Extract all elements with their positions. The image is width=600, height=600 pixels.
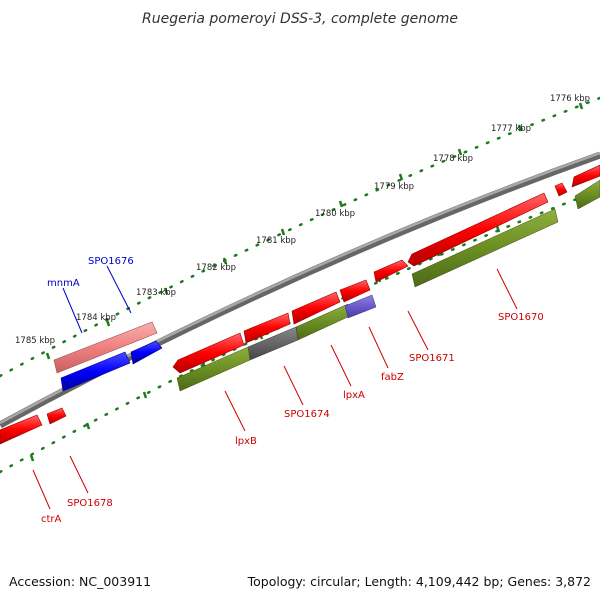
scale-label-1776: 1776 kbp	[550, 94, 590, 104]
gene-label-ctra: ctrA	[41, 514, 62, 525]
gene-arrow-lpxa[interactable]	[291, 291, 341, 325]
gene-arrow[interactable]	[554, 182, 568, 197]
scale-label-1784: 1784 kbp	[76, 313, 116, 323]
accession-text: Accession: NC_003911	[9, 574, 151, 589]
leader-mnma	[62, 287, 83, 334]
outer-scale-dots	[0, 96, 600, 378]
map-title: Ruegeria pomeroyi DSS-3, complete genome	[142, 11, 458, 27]
gene-arrow-spo1670[interactable]	[407, 192, 549, 267]
label-leaders	[32, 265, 518, 510]
leader-lpxb	[224, 390, 246, 432]
leader-spo1674	[283, 365, 304, 406]
gene-label-spo1674: SPO1674	[284, 409, 330, 420]
genome-backbone	[0, 151, 600, 429]
gene-arrow-mnma[interactable]	[60, 351, 131, 392]
gene-label-lpxb: lpxB	[235, 436, 257, 447]
operon-bands	[176, 179, 600, 392]
scale-label-1782: 1782 kbp	[196, 263, 236, 273]
operon-band	[574, 179, 600, 210]
leader-ctra	[32, 469, 51, 510]
operon-band-violet	[344, 294, 377, 319]
gene-arrow-spo1676[interactable]	[130, 340, 163, 365]
gene-arrow-spo1674[interactable]	[243, 312, 291, 344]
leader-spo1671	[407, 310, 429, 351]
leader-spo1678	[69, 455, 89, 494]
gene-arrow-mnma-highlight[interactable]	[53, 321, 158, 374]
scale-label-1783: 1783 kbp	[136, 288, 176, 298]
leader-lpxa	[330, 344, 352, 387]
gene-label-fabz: fabZ	[381, 372, 404, 383]
gene-labels: SPO1676 mnmA SPO1670 SPO1671 fabZ lpxA S…	[41, 256, 544, 525]
outer-scale-major-ticks	[45, 102, 584, 360]
gene-arrow-spo1671[interactable]	[373, 259, 409, 283]
operon-band	[411, 208, 559, 288]
scale-label-1777: 1777 kbp	[491, 124, 531, 134]
scale-label-1781: 1781 kbp	[256, 236, 296, 246]
gene-arrow[interactable]	[571, 164, 600, 188]
gene-arrow-fabz[interactable]	[339, 279, 371, 303]
gene-label-spo1676: SPO1676	[88, 256, 134, 267]
leader-fabz	[368, 326, 389, 369]
gene-label-spo1678: SPO1678	[67, 498, 113, 509]
gene-label-spo1671: SPO1671	[409, 353, 455, 364]
gene-arrow-lpxb[interactable]	[172, 332, 245, 374]
scale-label-1780: 1780 kbp	[315, 209, 355, 219]
scale-label-1778: 1778 kbp	[433, 154, 473, 164]
scale-label-1785: 1785 kbp	[15, 336, 55, 346]
genome-backbone-highlight	[0, 151, 600, 425]
leader-spo1670	[496, 268, 518, 310]
scale-labels: 1776 kbp 1777 kbp 1778 kbp 1779 kbp 1780…	[15, 94, 590, 346]
gene-arrow-spo1678[interactable]	[46, 407, 67, 425]
scale-label-1779: 1779 kbp	[374, 182, 414, 192]
operon-band	[176, 346, 251, 392]
gene-label-spo1670: SPO1670	[498, 312, 544, 323]
gene-label-mnma: mnmA	[47, 278, 80, 289]
gene-arrow-ctra[interactable]	[0, 414, 43, 445]
genome-summary-text: Topology: circular; Length: 4,109,442 bp…	[247, 574, 591, 589]
leader-spo1676	[106, 265, 132, 314]
left-genes	[0, 321, 163, 445]
forward-genes	[172, 164, 600, 374]
gene-label-lpxa: lpxA	[343, 390, 365, 401]
